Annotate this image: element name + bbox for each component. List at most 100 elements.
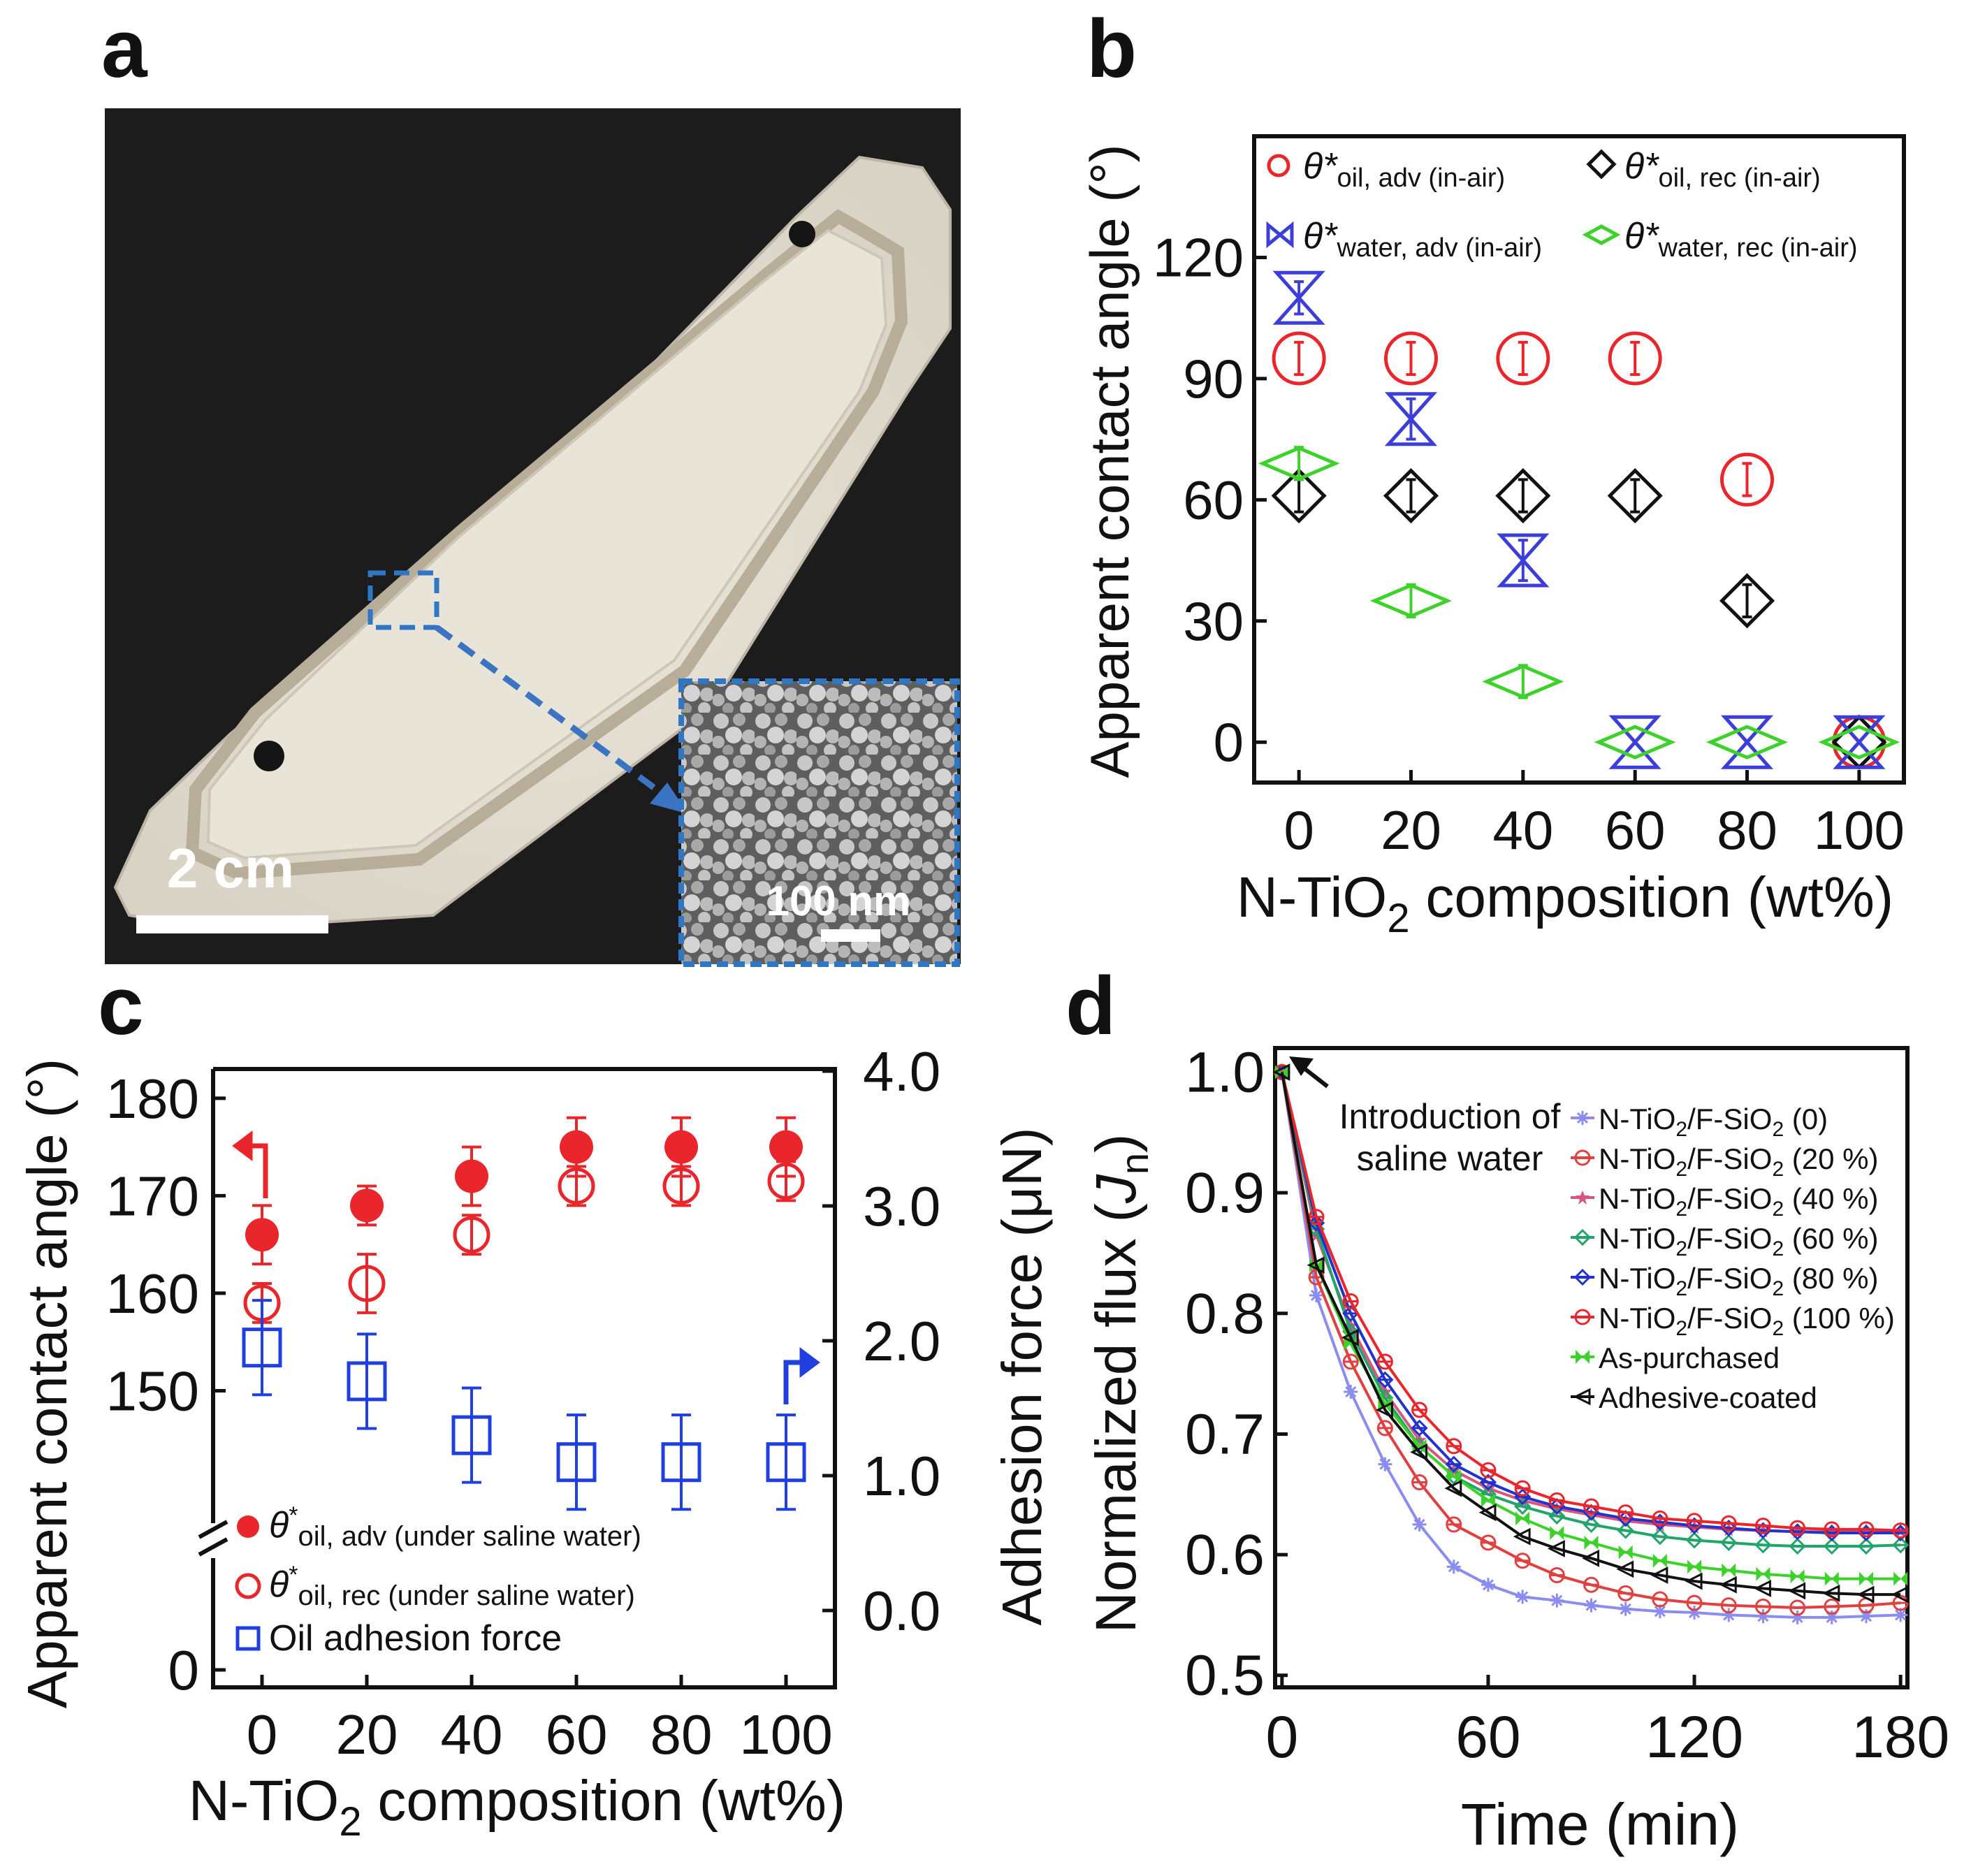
data-point-d [1411, 1419, 1428, 1437]
y-tick-label-d: 0.6 [1185, 1523, 1265, 1587]
data-point-c [242, 1299, 282, 1397]
marker-diamond [1383, 467, 1439, 524]
data-point-d [1376, 1353, 1393, 1370]
marker-diamond [1607, 467, 1663, 524]
legend-label-d: As-purchased [1599, 1341, 1780, 1374]
marker-bowtie-top [1497, 533, 1550, 563]
data-point-c [560, 1116, 593, 1178]
marker-filled-circle [245, 1218, 279, 1252]
panel-label-c: c [98, 960, 144, 1052]
legend-entry-d: N-TiO2/F-SiO2 (40 %) [1571, 1182, 1879, 1221]
marker-triangle [1444, 1479, 1462, 1497]
legend-label-water-rec: θ*water, rec (in-air) [1624, 216, 1858, 263]
data-point-d [1550, 1593, 1564, 1608]
marker-diamond [1685, 1517, 1703, 1534]
marker-circle [1272, 331, 1326, 386]
data-point-d [1618, 1601, 1633, 1616]
marker-bowtie [1550, 1526, 1564, 1541]
legend-label-d: N-TiO2/F-SiO2 (20 %) [1599, 1142, 1879, 1181]
data-point-d [1446, 1559, 1461, 1574]
data-point-d [1446, 1438, 1462, 1455]
marker-triangle [1650, 1566, 1668, 1584]
data-point-d [1342, 1293, 1359, 1310]
data-point-d [1686, 1513, 1703, 1529]
x-axis-label-d: Time (min) [1461, 1791, 1739, 1857]
data-point-d [1720, 1515, 1737, 1532]
legend-marker-force-c [235, 1626, 261, 1651]
plot-frame-d [1273, 1046, 1910, 1689]
marker-circle [1383, 331, 1438, 386]
x-tick-label-c: 60 [546, 1703, 608, 1766]
marker-bowtie-bottom [1384, 416, 1438, 446]
marker-bowtie [1618, 1545, 1633, 1559]
data-point-d [1445, 1455, 1462, 1473]
marker-filled-circle [455, 1159, 488, 1193]
legend-entry-d: N-TiO2/F-SiO2 (100 %) [1571, 1302, 1895, 1340]
y2-tick-label-c: 2.0 [863, 1310, 940, 1372]
legend-marker-adv-c [237, 1515, 259, 1538]
legend-label-adv-c: θ*oil, adv (under saline water) [269, 1502, 641, 1552]
marker-triangle [1376, 1401, 1393, 1419]
data-point-d [1756, 1566, 1770, 1581]
data-point-b [1720, 452, 1775, 507]
data-point-c [662, 1165, 700, 1207]
legend-marker-oil-adv [1267, 154, 1290, 177]
data-point-b [1272, 331, 1326, 386]
marker-diamond [1823, 1537, 1840, 1555]
data-point-d [1376, 1420, 1393, 1437]
marker-asterisk [1895, 1609, 1907, 1621]
data-point-b [1495, 467, 1551, 524]
marker-triangle [1582, 1549, 1599, 1567]
y-tick-label-d: 0.8 [1185, 1282, 1265, 1346]
marker-triangle [1410, 1443, 1428, 1461]
data-point-d [1376, 1371, 1394, 1388]
data-point-d [1790, 1569, 1805, 1584]
x-tick-label-b: 100 [1814, 799, 1905, 861]
marker-diamond [1495, 467, 1551, 524]
axis-break-c [198, 1520, 228, 1557]
mount-hole-bottom [254, 741, 284, 771]
x-tick-label-b: 80 [1717, 799, 1777, 861]
data-point-b [1482, 664, 1564, 699]
data-point-d [1859, 1609, 1873, 1624]
legend-label-oil-rec: θ*oil, rec (in-air) [1624, 146, 1821, 193]
sem-inset-image [681, 681, 957, 964]
inset-scale-bar [821, 929, 880, 942]
data-point-d [1823, 1537, 1840, 1555]
data-point-d [1892, 1536, 1910, 1554]
legend-entry-d: N-TiO2/F-SiO2 (0) [1571, 1103, 1828, 1141]
data-point-d [1479, 1474, 1497, 1491]
marker-open-square [766, 1442, 806, 1483]
data-point-d [1893, 1608, 1908, 1622]
data-point-d [1378, 1457, 1392, 1471]
data-point-d [1548, 1566, 1565, 1583]
data-point-d [1480, 1534, 1497, 1551]
marker-triangle [1272, 1063, 1290, 1081]
data-point-c [453, 1214, 490, 1256]
data-point-d [1309, 1288, 1324, 1302]
data-point-d [1515, 1590, 1530, 1604]
scale-bar [136, 915, 328, 933]
marker-bowtie [1859, 1571, 1873, 1586]
marker-diamond [1445, 1455, 1462, 1473]
marker-diamond-wide [1818, 725, 1900, 759]
marker-diamond [1789, 1537, 1806, 1555]
marker-open-square [451, 1415, 492, 1455]
data-point-d [1685, 1572, 1703, 1590]
data-point-b [1384, 392, 1438, 446]
x-tick-label-c: 80 [650, 1703, 713, 1766]
data-point-d [1856, 1585, 1875, 1604]
data-point-d [1514, 1480, 1531, 1497]
x-tick-label-c: 0 [247, 1703, 278, 1766]
marker-filled-circle [769, 1130, 803, 1164]
legend-label-force-c: Oil adhesion force [269, 1618, 562, 1659]
marker-diamond [1573, 1268, 1592, 1286]
data-point-d [1685, 1532, 1703, 1549]
data-point-c [350, 1184, 384, 1227]
data-point-b [1706, 725, 1788, 759]
legend-label-d: N-TiO2/F-SiO2 (100 %) [1599, 1302, 1895, 1340]
marker-diamond [1892, 1536, 1910, 1554]
data-point-d [1444, 1479, 1462, 1497]
legend-marker-rec-c [235, 1573, 261, 1599]
